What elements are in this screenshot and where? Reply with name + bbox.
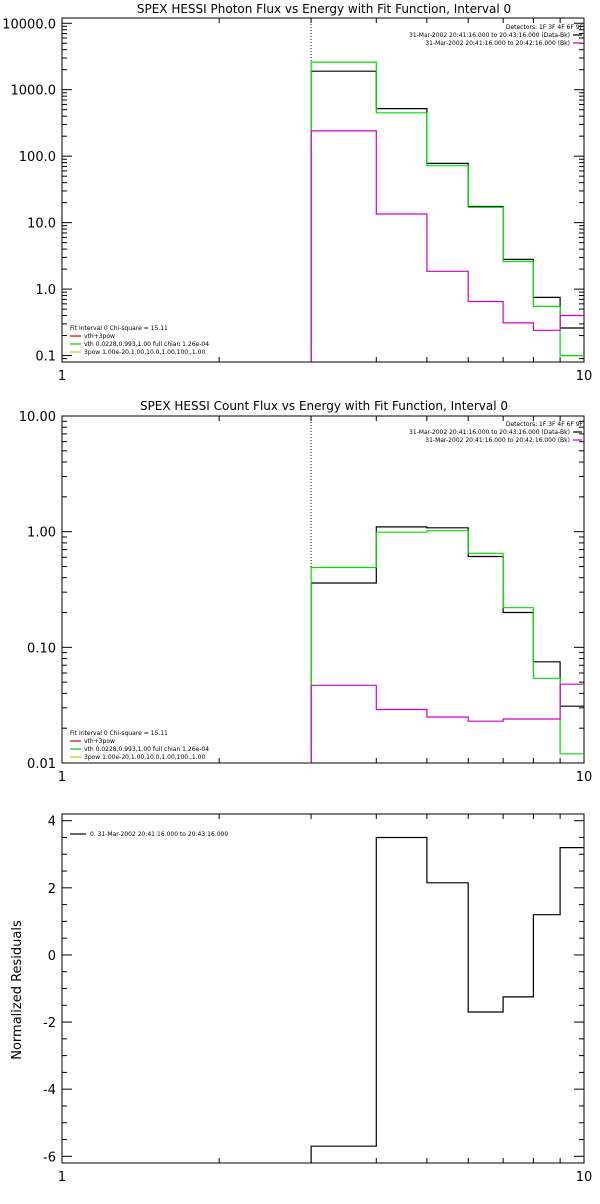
- x-tick-labels: 1 10: [58, 1170, 592, 1185]
- y-tick-label: 0: [48, 949, 56, 964]
- axes-frame: [61, 17, 585, 363]
- series-group: [310, 526, 584, 763]
- legend-line: vth 0.0228,0.993,1.00 full chian 1.26e-0…: [84, 341, 209, 348]
- legend-bottom: Fit Interval 0 Chi-square = 15.11 vth+3p…: [70, 730, 209, 761]
- plot-area: [61, 813, 585, 1164]
- legend-line: 3pow 1.00e-20,1.00,10.0,1.00,100.,1.00: [84, 349, 205, 356]
- legend-line: Detectors: 1F 3F 4F 6F 9F: [506, 421, 584, 428]
- legend-line: Fit Interval 0 Chi-square = 15.11: [70, 325, 168, 332]
- y-tick-label: 1.00: [27, 526, 56, 541]
- series-line-vth-3pow: [310, 530, 584, 763]
- series-line-bk: [310, 683, 584, 763]
- residuals-chart: Normalized Residuals -6 -4 -2 0 2 4 1 10 0. 31…: [10, 813, 592, 1185]
- legend-line: vth 0.0228,0.993,1.00 full chian 1.26e-0…: [84, 746, 209, 753]
- legend-bottom: Fit Interval 0 Chi-square = 15.11 vth+3p…: [70, 325, 209, 356]
- plot-area: [61, 415, 585, 764]
- y-tick-label: 4: [48, 815, 56, 830]
- y-tick-label: 2: [48, 882, 56, 897]
- axes-frame: [61, 415, 585, 764]
- x-tick-label: 1: [58, 369, 66, 384]
- legend-line: vth+3pow: [84, 333, 115, 340]
- x-tick-label: 1: [58, 1170, 66, 1185]
- series-line-data-bk: [310, 70, 584, 362]
- y-tick-labels: 0.1 1.0 10.0 100.0 1000.0 10000.0: [2, 17, 56, 364]
- plot-area: [61, 17, 585, 363]
- series-line-bk: [310, 130, 584, 362]
- legend-top: 0. 31-Mar-2002 20:41:16.000 to 20:43:16.…: [90, 831, 228, 838]
- y-tick-labels: -6 -4 -2 0 2 4: [43, 815, 56, 1166]
- y-tick-label: 1.0: [35, 283, 56, 298]
- legend-line: 31-Mar-2002 20:41:16.000 to 20:43:16.000…: [409, 429, 570, 436]
- y-tick-label: 10.00: [19, 410, 56, 425]
- y-axis-label: Normalized Residuals: [10, 920, 25, 1060]
- y-tick-label: 0.10: [27, 641, 56, 656]
- y-tick-label: -2: [43, 1016, 56, 1031]
- series-line-vth-3pow: [310, 61, 584, 362]
- y-tick-label: -6: [43, 1150, 56, 1165]
- chart-title: SPEX HESSI Count Flux vs Energy with Fit…: [140, 399, 508, 413]
- legend-line: vth+3pow: [84, 738, 115, 745]
- legend-line: 3pow 1.00e-20,1.00,10.0,1.00,100.,1.00: [84, 754, 205, 761]
- chart-title: SPEX HESSI Photon Flux vs Energy with Fi…: [137, 2, 511, 16]
- x-tick-label: 10: [576, 1170, 593, 1185]
- x-tick-labels: 1 10: [58, 369, 592, 384]
- legend-top: Detectors: 1F 3F 4F 6F 9F 31-Mar-2002 20…: [409, 24, 584, 47]
- x-tick-label: 1: [58, 770, 66, 785]
- series-group: [310, 61, 584, 362]
- legend-line: 31-Mar-2002 20:41:16.000 to 20:42:16.000…: [425, 40, 570, 47]
- legend-line: Detectors: 1F 3F 4F 6F 9F: [506, 24, 584, 31]
- y-tick-label: 10000.0: [2, 17, 56, 32]
- y-tick-label: 0.1: [35, 350, 56, 365]
- legend-line: 31-Mar-2002 20:41:16.000 to 20:43:16.000…: [409, 32, 570, 39]
- y-tick-label: -4: [43, 1083, 56, 1098]
- x-tick-label: 10: [576, 369, 593, 384]
- y-tick-label: 100.0: [19, 150, 56, 165]
- photon-flux-chart: SPEX HESSI Photon Flux vs Energy with Fi…: [2, 2, 592, 384]
- series-line-0-31-mar-2002-20-41-16-000-to-20-43-16-000: [310, 836, 584, 1163]
- count-flux-chart: SPEX HESSI Count Flux vs Energy with Fit…: [19, 399, 592, 785]
- legend-line: Fit Interval 0 Chi-square = 15.11: [70, 730, 168, 737]
- y-tick-labels: 0.01 0.10 1.00 10.00: [19, 410, 56, 772]
- x-tick-labels: 1 10: [58, 770, 592, 785]
- series-group: [310, 836, 584, 1163]
- y-tick-label: 1000.0: [11, 84, 57, 99]
- axes-frame: [61, 813, 585, 1164]
- legend-top: Detectors: 1F 3F 4F 6F 9F 31-Mar-2002 20…: [409, 421, 584, 444]
- legend-line: 31-Mar-2002 20:41:16.000 to 20:42:16.000…: [425, 437, 570, 444]
- legend-line: 0. 31-Mar-2002 20:41:16.000 to 20:43:16.…: [90, 831, 228, 838]
- series-line-data-bk: [310, 526, 584, 763]
- y-tick-label: 10.0: [27, 217, 56, 232]
- x-tick-label: 10: [576, 770, 593, 785]
- y-tick-label: 0.01: [27, 757, 56, 772]
